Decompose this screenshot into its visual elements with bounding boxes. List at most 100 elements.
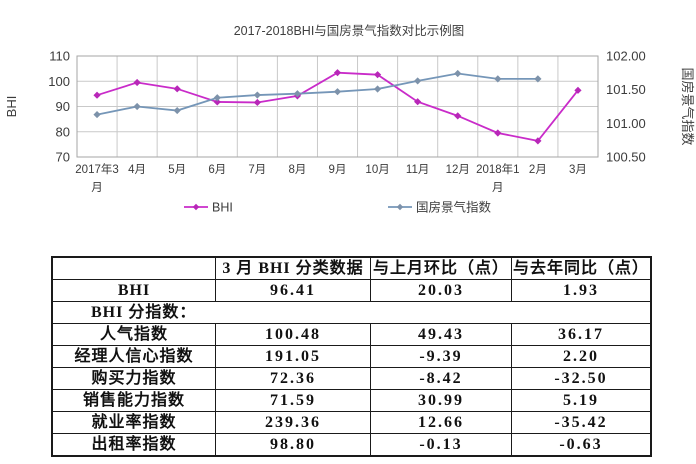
table-row: BHI 96.41 20.03 1.93 <box>51 279 652 302</box>
x-axis-label: 12月 <box>446 164 470 176</box>
series-marker-gfi <box>534 75 542 83</box>
right-axis-tick: 102.00 <box>606 49 646 64</box>
table-header-row: 3 月 BHI 分类数据 与上月环比（点） 与去年同比（点） <box>51 256 652 280</box>
row-label: 就业率指数 <box>51 411 216 434</box>
table-row: 经理人信心指数 191.05 -9.39 2.20 <box>51 345 652 368</box>
series-marker-bhi <box>93 91 101 99</box>
cell-value: 100.48 <box>215 323 371 346</box>
left-axis-tick: 110 <box>49 49 70 64</box>
cell-value: 30.99 <box>370 389 512 412</box>
cell-value: -32.50 <box>511 367 652 390</box>
left-axis-title: BHI <box>4 96 19 118</box>
series-marker-gfi <box>133 102 141 111</box>
series-marker-bhi <box>574 86 582 94</box>
table-header-cell: 与去年同比（点） <box>511 256 652 280</box>
series-marker-bhi <box>454 112 462 120</box>
cell-value: 72.36 <box>215 367 371 390</box>
x-axis-label: 10月 <box>365 164 389 176</box>
series-marker-gfi <box>253 91 261 99</box>
left-axis-tick: 100 <box>48 74 70 89</box>
x-axis-label: 8月 <box>288 164 306 176</box>
x-axis-label: 2018年1 月 <box>476 162 519 194</box>
cell-value: -0.63 <box>511 433 652 457</box>
table-head: 3 月 BHI 分类数据 与上月环比（点） 与去年同比（点） <box>51 256 652 280</box>
series-marker-gfi <box>213 94 221 102</box>
x-axis-label: 3月 <box>569 164 587 176</box>
series-marker-bhi <box>173 85 181 93</box>
table-body: BHI 96.41 20.03 1.93 BHI 分指数： 人气指数 100.48 49.43… <box>51 279 652 457</box>
x-axis-label: 6月 <box>208 164 226 176</box>
row-label: BHI <box>51 279 216 302</box>
legend-label: 国房景气指数 <box>416 200 492 215</box>
x-axis-label: 2017年3 月 <box>75 162 118 194</box>
x-axis-label: 2月 <box>529 164 547 176</box>
cell-value: 49.43 <box>370 323 512 346</box>
series-marker-gfi <box>333 88 342 96</box>
x-axis-label: 9月 <box>329 164 347 176</box>
cell-value: 5.19 <box>511 389 652 412</box>
cell-value: -0.13 <box>370 433 512 457</box>
bhi-data-table: 3 月 BHI 分类数据 与上月环比（点） 与去年同比（点） BHI 96.41 20.… <box>51 256 652 457</box>
cell-value: 239.36 <box>215 411 371 434</box>
table-row: BHI 分指数： <box>51 301 652 324</box>
left-axis-tick: 80 <box>56 124 70 139</box>
cell-value: 71.59 <box>215 389 371 412</box>
legend-marker <box>396 203 404 211</box>
cell-value: 20.03 <box>370 279 512 302</box>
series-marker-bhi <box>373 71 382 79</box>
chart-title: 2017-2018BHI与国房景气指数对比示例图 <box>234 23 465 38</box>
series-marker-gfi <box>414 77 422 85</box>
cell-value: -35.42 <box>511 411 652 434</box>
series-marker-bhi <box>253 98 261 107</box>
cell-value: -8.42 <box>370 367 512 390</box>
series-marker-bhi <box>494 129 502 137</box>
series-marker-bhi <box>333 69 342 77</box>
cell-value: 98.80 <box>215 433 371 457</box>
legend-label: BHI <box>212 201 233 215</box>
x-axis-label: 7月 <box>248 164 266 176</box>
series-marker-gfi <box>494 75 502 83</box>
row-label: 出租率指数 <box>51 433 216 457</box>
series-marker-bhi <box>534 137 542 145</box>
right-axis-tick: 101.50 <box>606 82 646 97</box>
series-marker-bhi <box>414 98 422 106</box>
row-label: 人气指数 <box>51 323 216 346</box>
section-label: BHI 分指数： <box>51 301 652 324</box>
chart-canvas: 110 100 90 80 70 102.00 101.50 101.00 100.50 2017… <box>4 23 695 215</box>
x-axis-label: 5月 <box>168 164 186 176</box>
right-axis-title: 国房景气指数 <box>680 67 695 145</box>
cell-value: 96.41 <box>215 279 371 302</box>
cell-value: 2.20 <box>511 345 652 368</box>
table-row: 出租率指数 98.80 -0.13 -0.63 <box>51 433 652 457</box>
row-label: 购买力指数 <box>51 367 216 390</box>
legend-marker <box>192 203 200 211</box>
series-marker-gfi <box>454 69 462 78</box>
series-marker-gfi <box>93 110 101 119</box>
plot-border <box>76 55 599 158</box>
cell-value: 36.17 <box>511 323 652 346</box>
row-label: 经理人信心指数 <box>51 345 216 368</box>
series-marker-bhi <box>133 78 141 87</box>
table-row: 销售能力指数 71.59 30.99 5.19 <box>51 389 652 412</box>
series-marker-gfi <box>373 85 382 93</box>
series-marker-gfi <box>293 90 302 98</box>
right-axis-tick: 101.00 <box>606 116 646 131</box>
x-axis-label: 4月 <box>128 164 146 176</box>
x-axis-label: 11月 <box>406 164 429 176</box>
table-row: 就业率指数 239.36 12.66 -35.42 <box>51 411 652 434</box>
series-marker-gfi <box>173 106 181 115</box>
cell-value: 1.93 <box>511 279 652 302</box>
table-header-cell <box>51 256 216 280</box>
bhi-comparison-chart: 110 100 90 80 70 102.00 101.50 101.00 100.50 2017… <box>4 23 695 215</box>
table-header-cell: 3 月 BHI 分类数据 <box>215 256 371 280</box>
right-axis-tick: 100.50 <box>606 150 646 165</box>
cell-value: -9.39 <box>370 345 512 368</box>
row-label: 销售能力指数 <box>51 389 216 412</box>
series-marker-bhi <box>213 98 221 106</box>
table-header-cell: 与上月环比（点） <box>370 256 512 280</box>
cell-value: 191.05 <box>215 345 371 368</box>
left-axis-tick: 70 <box>56 150 70 165</box>
table-row: 人气指数 100.48 49.43 36.17 <box>51 323 652 346</box>
left-axis-tick: 90 <box>56 99 70 114</box>
series-line-gfi <box>96 72 538 116</box>
